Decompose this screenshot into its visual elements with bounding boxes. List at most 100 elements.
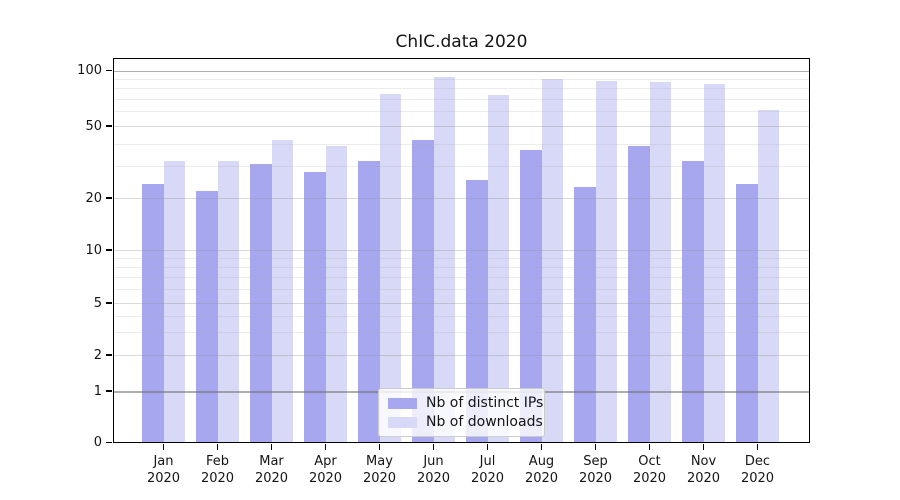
y-minor-gridline-8	[113, 267, 810, 269]
y-tick-label-2: 2	[93, 347, 102, 363]
bar-distinct-ips-jun	[412, 139, 434, 443]
x-tick-oct	[648, 443, 651, 450]
y-tick-10	[106, 249, 112, 251]
legend-swatch-distinct-ips	[388, 397, 417, 409]
y-gridline-50	[113, 126, 810, 127]
y-minor-gridline-80	[113, 88, 810, 90]
x-tick-jul	[486, 443, 489, 450]
x-tick-mar	[270, 443, 273, 450]
bar-distinct-ips-apr	[304, 171, 326, 443]
bar-distinct-ips-may	[358, 161, 380, 443]
bar-distinct-ips-jan	[142, 183, 164, 443]
y-tick-20	[106, 197, 112, 199]
x-tick-feb	[216, 443, 219, 450]
bar-distinct-ips-dec	[736, 183, 758, 443]
x-tick-label-jun: Jun 2020	[404, 453, 464, 487]
x-tick-label-year: 2020	[146, 470, 181, 486]
x-tick-label-year: 2020	[470, 470, 505, 486]
legend: Nb of distinct IPs Nb of downloads	[378, 388, 545, 437]
bar-distinct-ips-sep	[574, 187, 596, 443]
x-tick-label-nov: Nov 2020	[674, 453, 734, 487]
y-minor-gridline-6	[113, 289, 810, 291]
x-tick-label-year: 2020	[362, 470, 397, 486]
y-tick-label-1: 1	[93, 383, 102, 399]
legend-item-distinct-ips: Nb of distinct IPs	[388, 396, 543, 410]
x-tick-label-month: Jun	[423, 453, 444, 469]
bar-downloads-jul	[487, 94, 509, 443]
y-minor-gridline-4	[113, 315, 810, 317]
x-tick-may	[378, 443, 381, 450]
y-minor-gridline-3	[113, 331, 810, 333]
y-gridline-2	[113, 355, 810, 356]
y-gridline-5	[113, 303, 810, 304]
bar-distinct-ips-aug	[520, 149, 542, 443]
x-tick-label-month: Jan	[153, 453, 174, 469]
bar-distinct-ips-feb	[196, 190, 218, 443]
y-tick-label-50: 50	[85, 118, 102, 134]
bar-distinct-ips-mar	[250, 163, 272, 443]
y-tick-label-0: 0	[93, 435, 102, 450]
y-tick-50	[106, 125, 112, 127]
y-minor-gridline-40	[113, 143, 810, 145]
legend-item-downloads: Nb of downloads	[388, 415, 543, 429]
y-gridline-10	[113, 250, 810, 251]
x-tick-sep	[594, 443, 597, 450]
x-tick-label-oct: Oct 2020	[620, 453, 680, 487]
y-minor-gridline-60	[113, 111, 810, 113]
x-tick-label-sep: Sep 2020	[566, 453, 626, 487]
grid-layer	[113, 58, 810, 443]
bar-downloads-nov	[703, 84, 725, 443]
bar-distinct-ips-jul	[466, 180, 488, 443]
x-tick-label-aug: Aug 2020	[512, 453, 572, 487]
bar-downloads-may	[379, 93, 401, 443]
x-tick-label-may: May 2020	[350, 453, 410, 487]
x-tick-label-month: Nov	[690, 453, 717, 469]
bar-downloads-jan	[163, 161, 185, 443]
x-tick-label-jul: Jul 2020	[458, 453, 518, 487]
y-tick-label-20: 20	[85, 190, 102, 206]
y-minor-gridline-70	[113, 99, 810, 101]
x-tick-label-year: 2020	[308, 470, 343, 486]
bar-distinct-ips-oct	[628, 145, 650, 443]
x-tick-label-dec: Dec 2020	[728, 453, 788, 487]
x-tick-label-month: Oct	[638, 453, 661, 469]
bar-downloads-sep	[595, 80, 617, 443]
bar-downloads-aug	[541, 78, 563, 443]
y-minor-gridline-7	[113, 277, 810, 279]
x-tick-label-year: 2020	[254, 470, 289, 486]
bar-downloads-oct	[649, 81, 671, 443]
x-tick-label-month: May	[366, 453, 393, 469]
bar-downloads-mar	[271, 139, 293, 443]
x-tick-label-year: 2020	[632, 470, 667, 486]
x-tick-label-year: 2020	[578, 470, 613, 486]
x-tick-jan	[162, 443, 165, 450]
y-tick-100	[106, 69, 112, 72]
x-tick-jun	[432, 443, 435, 450]
x-tick-label-apr: Apr 2020	[296, 453, 356, 487]
x-tick-label-month: Dec	[744, 453, 771, 469]
x-tick-dec	[756, 443, 759, 450]
x-tick-label-year: 2020	[740, 470, 775, 486]
plot-area: Nb of distinct IPs Nb of downloads	[113, 58, 810, 443]
x-tick-label-month: Aug	[528, 453, 555, 469]
y-tick-label-10: 10	[85, 242, 102, 258]
y-tick-0	[106, 441, 112, 444]
y-tick-2	[106, 354, 112, 356]
y-minor-gridline-9	[113, 258, 810, 260]
legend-label-downloads: Nb of downloads	[426, 414, 543, 430]
legend-label-distinct-ips: Nb of distinct IPs	[426, 395, 544, 411]
bar-distinct-ips-nov	[682, 161, 704, 443]
x-tick-label-month: Feb	[205, 453, 230, 469]
x-tick-apr	[324, 443, 327, 450]
x-tick-label-jan: Jan 2020	[134, 453, 194, 487]
x-tick-label-year: 2020	[200, 470, 235, 486]
x-tick-label-year: 2020	[686, 470, 721, 486]
y-tick-5	[106, 302, 112, 304]
bar-downloads-dec	[757, 110, 779, 443]
x-tick-aug	[540, 443, 543, 450]
x-tick-nov	[702, 443, 705, 450]
x-tick-label-feb: Feb 2020	[188, 453, 248, 487]
x-tick-label-year: 2020	[524, 470, 559, 486]
x-tick-label-month: Jul	[479, 453, 496, 469]
y-tick-label-100: 100	[77, 63, 102, 78]
